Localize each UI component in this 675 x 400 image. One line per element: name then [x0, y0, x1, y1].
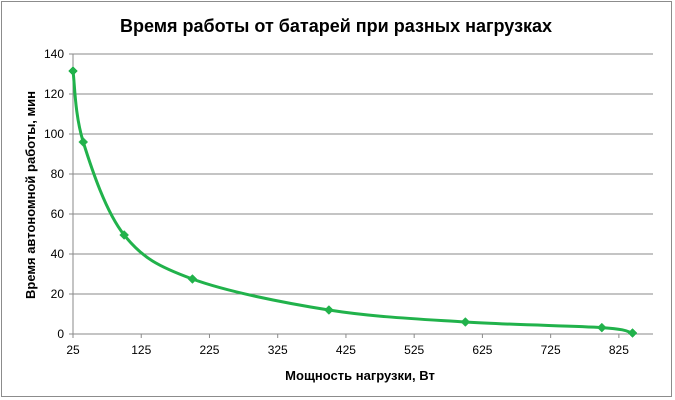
x-tick-label: 625 [472, 343, 492, 357]
y-tick-label: 0 [57, 327, 64, 341]
y-axis-title: Время автономной работы, мин [23, 91, 38, 299]
x-tick-label: 25 [66, 343, 80, 357]
gridlines [73, 53, 653, 295]
y-tick-label: 40 [51, 247, 65, 261]
x-axis-title: Мощность нагрузки, Вт [285, 368, 435, 383]
x-tick-label: 125 [131, 343, 151, 357]
data-point-marker [596, 322, 607, 333]
x-tick-label: 525 [404, 343, 424, 357]
y-tick-label: 100 [44, 127, 64, 141]
axes [69, 53, 653, 338]
y-tick-label: 140 [44, 47, 64, 61]
data-point-marker [68, 66, 78, 76]
data-point-marker [324, 305, 334, 315]
data-point-marker [78, 137, 89, 147]
y-tick-label: 20 [51, 287, 65, 301]
data-point-marker [627, 328, 638, 338]
x-tick-label: 325 [268, 343, 288, 357]
y-tick-label: 120 [44, 87, 64, 101]
x-tick-label: 725 [541, 343, 561, 357]
tick-labels: 0 20 40 60 80 100 120 140 25 125 225 325 425 525 625 72… [44, 47, 629, 357]
series-line [71, 69, 635, 335]
chart-title: Время работы от батарей при разных нагру… [120, 16, 552, 36]
y-tick-label: 80 [51, 167, 65, 181]
data-point-marker [119, 230, 130, 240]
data-point-marker [187, 274, 198, 284]
data-point-marker [460, 317, 471, 327]
x-tick-label: 825 [609, 343, 629, 357]
x-tick-label: 425 [336, 343, 356, 357]
x-tick-label: 225 [199, 343, 219, 357]
y-tick-label: 60 [51, 207, 65, 221]
series [68, 66, 638, 338]
